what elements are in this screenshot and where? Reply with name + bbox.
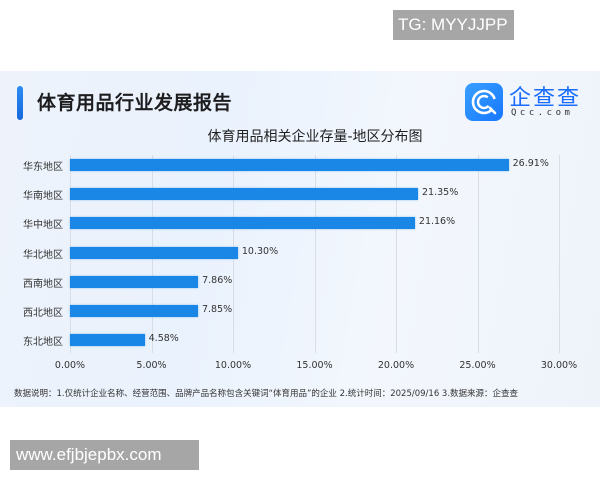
x-tick-label: 0.00% — [54, 360, 86, 371]
bar — [70, 305, 198, 317]
value-label: 21.16% — [418, 216, 456, 228]
category-label: 华中地区 — [23, 220, 63, 232]
watermark-bottom-left: www.efjbjepbx.com — [10, 440, 199, 470]
category-label: 华东地区 — [23, 162, 63, 173]
x-tick-label: 5.00% — [136, 360, 167, 371]
category-label: 西南地区 — [23, 278, 63, 290]
bar — [70, 188, 418, 201]
gridline — [559, 155, 560, 353]
x-tick-label: 30.00% — [540, 360, 578, 371]
value-label: 4.58% — [148, 333, 179, 345]
title-accent-bar — [17, 86, 23, 120]
data-footnote: 数据说明：1.仅统计企业名称、经营范围、品牌产品名称包含关键词“体育用品”的企业… — [14, 389, 519, 399]
qcc-logo: 企查查 Qcc.com — [465, 83, 585, 123]
value-label: 21.35% — [422, 187, 459, 199]
report-card: 体育用品行业发展报告 企查查 Qcc.com 体育用品相关企业存量-地区分布图 … — [0, 71, 600, 407]
bar — [70, 275, 199, 288]
category-label: 华北地区 — [23, 249, 63, 261]
bar — [70, 217, 415, 230]
chart-title: 体育用品相关企业存量-地区分布图 — [207, 129, 423, 145]
qcc-logo-icon — [465, 83, 503, 121]
x-tick-label: 25.00% — [459, 360, 496, 371]
gridline — [477, 155, 479, 353]
value-label: 10.30% — [241, 245, 279, 257]
gridline — [396, 155, 397, 353]
bar — [70, 334, 145, 347]
gridline — [314, 155, 316, 353]
report-title: 体育用品行业发展报告 — [37, 92, 233, 114]
category-label: 东北地区 — [23, 337, 63, 349]
bar — [70, 246, 238, 259]
value-label: 7.86% — [202, 274, 233, 286]
value-label: 7.85% — [201, 304, 233, 315]
x-tick-label: 15.00% — [296, 360, 333, 371]
watermark-top-right: TG: MYYJJPP — [393, 10, 514, 40]
category-label: 西北地区 — [23, 308, 63, 319]
logo-text-en: Qcc.com — [511, 108, 574, 118]
x-tick-label: 20.00% — [377, 360, 415, 371]
category-label: 华南地区 — [23, 191, 63, 203]
x-tick-label: 10.00% — [214, 360, 252, 371]
logo-text-cn: 企查查 — [509, 86, 582, 111]
bar — [70, 159, 509, 171]
value-label: 26.91% — [512, 158, 549, 169]
